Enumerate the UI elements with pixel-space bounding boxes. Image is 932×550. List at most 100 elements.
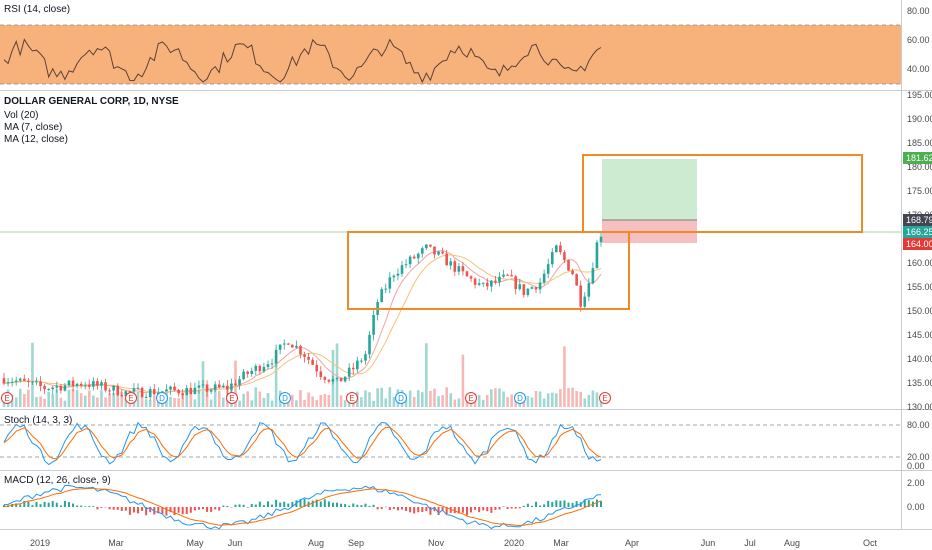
event-label: D — [517, 394, 523, 403]
candle-body — [226, 385, 229, 390]
candle-body — [278, 344, 282, 350]
macd-bar — [490, 507, 493, 513]
macd-bar — [116, 507, 119, 510]
event-marker — [279, 392, 291, 404]
candle-body — [75, 383, 79, 387]
volume-bar — [79, 393, 83, 407]
price-panel: DOLLAR GENERAL CORP, 1D, NYSE Vol (20) M… — [0, 90, 932, 412]
volume-bar — [319, 394, 323, 407]
volume-bar — [575, 391, 578, 407]
macd-bar — [92, 506, 95, 507]
volume-bar — [92, 395, 95, 407]
macd-bar — [100, 507, 103, 508]
volume-bar — [116, 392, 120, 407]
candle-body — [502, 274, 505, 277]
candle-body — [481, 282, 485, 284]
time-tick: Jul — [744, 538, 756, 548]
macd-bar — [169, 507, 172, 513]
macd-bar — [275, 499, 278, 507]
candle-body — [238, 379, 241, 386]
volume-bar — [148, 400, 152, 407]
volume-bar — [266, 393, 270, 407]
macd-bar — [518, 507, 521, 509]
rsi-line — [3, 38, 602, 84]
volume-bar — [14, 397, 18, 407]
event-marker — [1, 392, 13, 404]
macd-bar — [559, 500, 562, 507]
price-tick: 130.00 — [907, 402, 932, 412]
macd-bar — [206, 507, 209, 512]
volume-bar — [197, 390, 201, 407]
macd-bar — [425, 507, 428, 512]
volume-bar — [380, 387, 383, 407]
macd-bar — [299, 499, 302, 507]
volume-bar — [449, 393, 453, 407]
candle-body — [388, 277, 392, 289]
candle-body — [250, 370, 254, 374]
candle-body — [209, 389, 213, 392]
candle-body — [311, 359, 314, 365]
candle-body — [169, 386, 172, 390]
time-tick: Jun — [228, 538, 243, 548]
macd-bar — [238, 504, 241, 507]
macd-line — [3, 485, 602, 530]
price-axis: 195.00190.00185.00180.00175.00170.00165.… — [907, 90, 932, 412]
candle-body — [526, 288, 530, 295]
macd-axis: 2.00 0.00 — [907, 478, 925, 512]
candle-body — [108, 390, 111, 392]
macd-bar — [315, 499, 318, 507]
macd-bar — [15, 503, 18, 507]
macd-bar — [319, 501, 322, 507]
macd-bar — [380, 507, 383, 510]
volume-bar — [262, 397, 266, 407]
volume-bar — [311, 396, 314, 407]
volume-bars — [2, 342, 603, 407]
volume-bar — [534, 390, 538, 407]
macd-bar — [254, 504, 257, 507]
event-marker — [346, 392, 358, 404]
candle-body — [14, 380, 18, 382]
stoch-axis: 80.00 20.000.00 — [907, 420, 930, 471]
macd-bar — [595, 499, 598, 507]
time-tick: Apr — [625, 538, 639, 548]
volume-bar — [242, 393, 245, 407]
volume-bar — [526, 395, 530, 407]
range-box — [347, 231, 630, 310]
candle-body — [550, 252, 554, 265]
svg-text:181.62: 181.62 — [906, 153, 932, 163]
candle-body — [63, 385, 67, 391]
candle-body — [299, 345, 302, 355]
macd-bar — [344, 504, 347, 507]
macd-panel: MACD (12, 26, close, 9) 2.00 0.00 — [3, 475, 925, 530]
macd-bar — [303, 498, 306, 507]
macd-bar — [141, 507, 144, 511]
macd-bar — [571, 502, 574, 507]
volume-bar — [368, 392, 371, 407]
rsi-axis: 80.00 60.00 40.00 — [907, 6, 930, 74]
macd-bar — [173, 507, 176, 516]
badge-entry: 168.79 — [903, 214, 932, 226]
candle-body — [339, 377, 343, 382]
macd-bar — [218, 507, 221, 511]
macd-bar — [47, 502, 50, 507]
volume-bar — [59, 397, 63, 407]
candle-body — [67, 380, 71, 386]
macd-bar — [421, 507, 424, 513]
volume-bar — [416, 390, 420, 407]
macd-bar — [486, 507, 489, 512]
price-tick: 180.00 — [907, 162, 932, 172]
volume-bar — [323, 393, 327, 407]
candle-body — [307, 356, 310, 360]
macd-bar — [72, 503, 75, 507]
candle-body — [441, 251, 444, 254]
indicator-ma12: MA (12, close) — [4, 134, 68, 145]
macd-bar — [465, 507, 468, 516]
candle-body — [364, 354, 367, 361]
volume-bar — [327, 394, 331, 407]
candle-body — [286, 343, 290, 345]
macd-bar — [445, 507, 448, 514]
candles — [2, 232, 603, 402]
volume-bar — [299, 390, 302, 407]
candle-body — [282, 343, 286, 345]
